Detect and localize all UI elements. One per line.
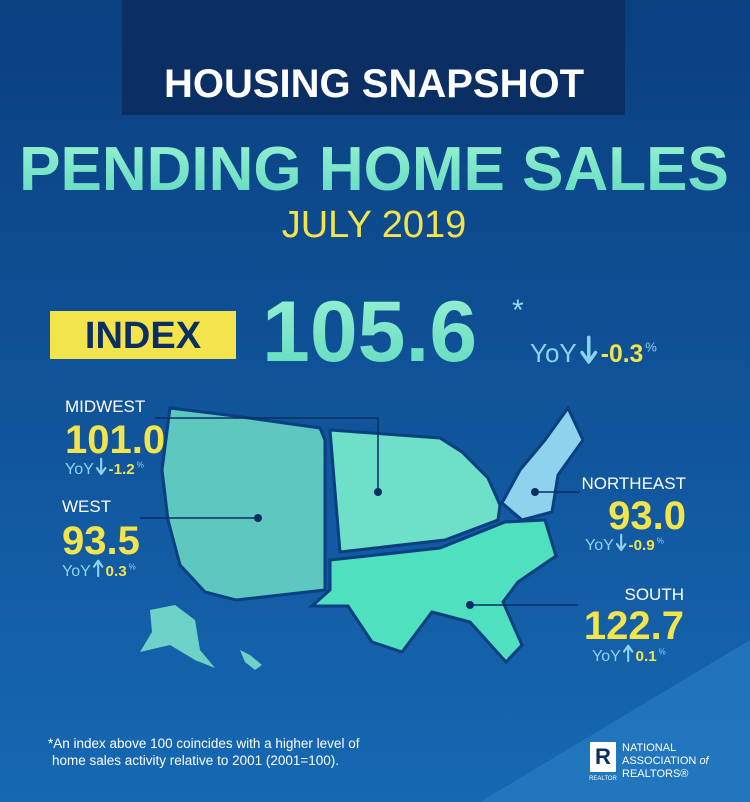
logo-text: REALTORS® bbox=[622, 768, 688, 780]
logo-text: NATIONAL bbox=[622, 742, 676, 754]
yoy-unit: % bbox=[645, 340, 657, 355]
index-value: 105.6 bbox=[262, 284, 477, 380]
dot bbox=[374, 488, 382, 496]
region-value: 101.0 bbox=[65, 418, 165, 462]
index-asterisk: * bbox=[512, 294, 524, 327]
yoy-change: -0.9 bbox=[629, 537, 655, 554]
region-name: SOUTH bbox=[625, 585, 685, 604]
logo-mark bbox=[590, 742, 616, 772]
yoy-change: -1.2 bbox=[109, 461, 135, 478]
yoy-unit: % bbox=[137, 461, 144, 470]
arrow-up bbox=[92, 559, 104, 578]
arrow-down bbox=[95, 457, 107, 476]
dot bbox=[531, 488, 539, 496]
region-name: WEST bbox=[62, 497, 111, 516]
banner bbox=[122, 0, 625, 115]
footnote: home sales activity relative to 2001 (20… bbox=[52, 753, 339, 768]
map bbox=[140, 405, 585, 670]
region-name: MIDWEST bbox=[65, 397, 145, 416]
yoy-unit: % bbox=[129, 563, 136, 572]
arrow-up bbox=[622, 644, 634, 663]
yoy-label: YoY bbox=[65, 461, 94, 478]
map-south bbox=[308, 518, 558, 665]
map-alaska bbox=[140, 605, 215, 668]
yoy-change: 0.3 bbox=[106, 563, 127, 580]
footnote: *An index above 100 coincides with a hig… bbox=[48, 736, 360, 751]
leader-lines bbox=[140, 417, 580, 606]
dot bbox=[466, 601, 474, 609]
map-midwest bbox=[328, 428, 502, 554]
map-northeast bbox=[500, 405, 585, 522]
dot bbox=[254, 514, 262, 522]
map-west bbox=[160, 406, 327, 602]
leader-midwest bbox=[155, 417, 379, 492]
logo-mark-text: REALTOR bbox=[589, 776, 617, 782]
index-label: INDEX bbox=[85, 315, 202, 357]
index-box bbox=[50, 311, 236, 359]
logo-text: ASSOCIATION of bbox=[622, 755, 710, 767]
yoy-change: 0.1 bbox=[636, 648, 658, 665]
yoy-label: YoY bbox=[592, 648, 621, 665]
region-value: 93.0 bbox=[608, 494, 686, 538]
title: PENDING HOME SALES bbox=[19, 135, 729, 204]
banner-text: HOUSING SNAPSHOT bbox=[164, 62, 584, 106]
region-value: 93.5 bbox=[62, 519, 140, 563]
period: JULY 2019 bbox=[282, 204, 467, 246]
arrow-down bbox=[580, 335, 598, 364]
yoy-label: YoY bbox=[530, 338, 577, 368]
arrow-down bbox=[615, 533, 627, 552]
yoy-unit: % bbox=[659, 648, 666, 657]
region-value: 122.7 bbox=[584, 604, 684, 648]
map-hawaii bbox=[240, 650, 262, 670]
yoy-label: YoY bbox=[62, 563, 91, 580]
region-name: NORTHEAST bbox=[581, 474, 686, 493]
yoy-change: -0.3 bbox=[601, 341, 644, 368]
logo-letter: R bbox=[595, 744, 611, 769]
yoy-label: YoY bbox=[585, 537, 614, 554]
yoy-unit: % bbox=[657, 537, 664, 546]
corner-shade bbox=[480, 640, 750, 802]
leader-dots bbox=[254, 488, 539, 609]
